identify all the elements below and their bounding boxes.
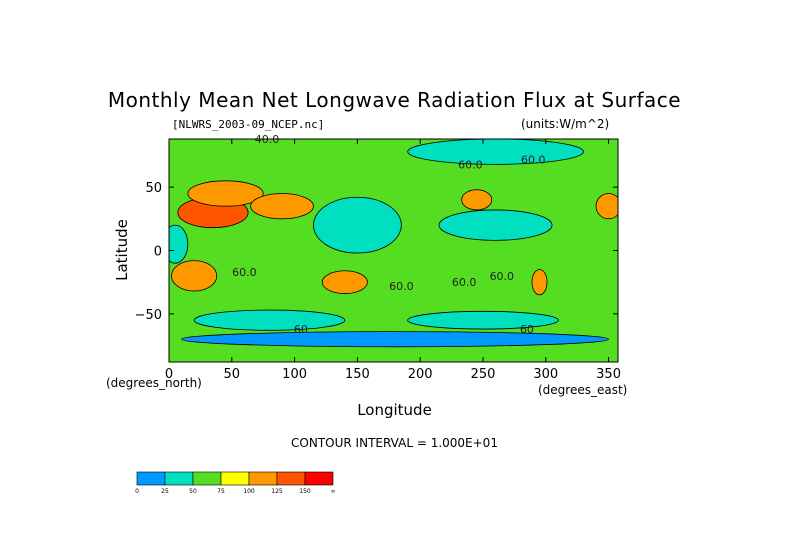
- colorbar-label: 25: [161, 488, 169, 495]
- colorbar-label: ∞: [331, 488, 336, 495]
- contour-label: 60.0: [389, 280, 414, 293]
- x-tick-label: 250: [471, 367, 496, 382]
- colorbar-swatch: [136, 471, 166, 486]
- field-region: [531, 269, 548, 296]
- x-tick-label: 50: [224, 367, 241, 382]
- file-label: [NLWRS_2003-09_NCEP.nc]: [172, 118, 325, 131]
- field-region: [169, 224, 189, 264]
- contour-label: 60.0: [452, 276, 477, 289]
- field-region: [181, 331, 609, 348]
- field-region: [250, 193, 314, 220]
- colorbar-swatch: [220, 471, 250, 486]
- field-region: [461, 189, 493, 211]
- contour-label: 60: [520, 323, 534, 336]
- field-region: [407, 139, 584, 165]
- colorbar-label: 150: [299, 488, 311, 495]
- field-region: [438, 209, 553, 241]
- colorbar-label: 75: [217, 488, 225, 495]
- contour-label: 60.0: [490, 270, 515, 283]
- y-tick-label: 0: [154, 245, 162, 260]
- colorbar-label: 0: [135, 488, 139, 495]
- x-tick-label: 350: [596, 367, 621, 382]
- field-region: [595, 193, 618, 220]
- field-region: [321, 270, 368, 294]
- contour-label: 60.0: [521, 153, 546, 166]
- field-region: [171, 260, 218, 292]
- field-regions: [169, 139, 618, 348]
- y-tick-label: 50: [145, 181, 162, 196]
- chart-title: Monthly Mean Net Longwave Radiation Flux…: [107, 88, 682, 112]
- field-region: [193, 309, 346, 331]
- field-region: [313, 196, 402, 254]
- colorbar-label: 100: [243, 488, 255, 495]
- x-axis-label: Longitude: [357, 401, 432, 419]
- units-label: (units:W/m^2): [521, 117, 610, 131]
- colorbar-swatch: [304, 471, 334, 486]
- y-tick-label: −50: [135, 308, 162, 323]
- colorbar-swatch: [248, 471, 278, 486]
- field-region: [407, 310, 559, 330]
- x-tick-label: 300: [533, 367, 558, 382]
- colorbar-swatch: [192, 471, 222, 486]
- contour-label: 60: [294, 323, 308, 336]
- x-tick-label: 150: [345, 367, 370, 382]
- contour-label: 60.0: [232, 266, 257, 279]
- x-tick-label: 200: [408, 367, 433, 382]
- contour-interval: CONTOUR INTERVAL = 1.000E+01: [291, 436, 498, 450]
- x-tick-label: 0: [165, 367, 173, 382]
- contour-label: 60.0: [458, 158, 483, 171]
- x-unit-label: (degrees_east): [538, 383, 628, 397]
- colorbar-swatch: [164, 471, 194, 486]
- colorbar-swatch: [276, 471, 306, 486]
- colorbar-label: 50: [189, 488, 197, 495]
- field-region: [187, 180, 264, 207]
- y-unit-label: (degrees_north): [106, 376, 202, 390]
- colorbar-label: 125: [271, 488, 283, 495]
- x-tick-label: 100: [282, 367, 307, 382]
